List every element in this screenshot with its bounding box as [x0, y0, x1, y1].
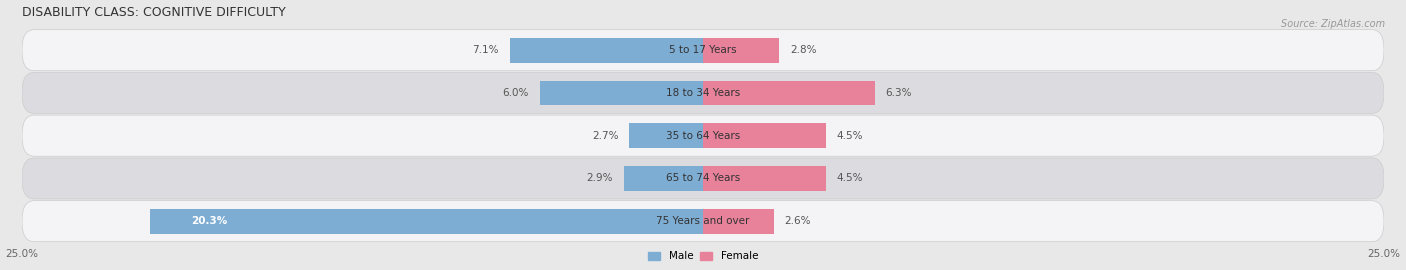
- Text: DISABILITY CLASS: COGNITIVE DIFFICULTY: DISABILITY CLASS: COGNITIVE DIFFICULTY: [22, 6, 285, 19]
- Text: 20.3%: 20.3%: [191, 216, 228, 226]
- Text: Source: ZipAtlas.com: Source: ZipAtlas.com: [1281, 19, 1385, 29]
- Text: 2.6%: 2.6%: [785, 216, 811, 226]
- Text: 75 Years and over: 75 Years and over: [657, 216, 749, 226]
- Text: 65 to 74 Years: 65 to 74 Years: [666, 173, 740, 183]
- Bar: [509, 38, 703, 63]
- Text: 6.3%: 6.3%: [886, 88, 912, 98]
- Text: 2.8%: 2.8%: [790, 45, 817, 55]
- Text: 35 to 64 Years: 35 to 64 Years: [666, 131, 740, 141]
- Text: 4.5%: 4.5%: [837, 131, 863, 141]
- FancyBboxPatch shape: [22, 72, 1384, 113]
- Bar: [703, 209, 773, 234]
- FancyBboxPatch shape: [22, 115, 1384, 156]
- Bar: [703, 80, 875, 105]
- Text: 18 to 34 Years: 18 to 34 Years: [666, 88, 740, 98]
- Legend: Male, Female: Male, Female: [644, 247, 762, 266]
- Bar: [624, 166, 703, 191]
- Text: 5 to 17 Years: 5 to 17 Years: [669, 45, 737, 55]
- FancyBboxPatch shape: [22, 30, 1384, 71]
- Text: 6.0%: 6.0%: [502, 88, 529, 98]
- Bar: [703, 166, 825, 191]
- Bar: [150, 209, 703, 234]
- Text: 2.9%: 2.9%: [586, 173, 613, 183]
- FancyBboxPatch shape: [22, 201, 1384, 242]
- Text: 4.5%: 4.5%: [837, 173, 863, 183]
- Text: 2.7%: 2.7%: [592, 131, 619, 141]
- Bar: [703, 123, 825, 148]
- Bar: [540, 80, 703, 105]
- Text: 7.1%: 7.1%: [472, 45, 499, 55]
- Bar: [630, 123, 703, 148]
- FancyBboxPatch shape: [22, 158, 1384, 199]
- Bar: [703, 38, 779, 63]
